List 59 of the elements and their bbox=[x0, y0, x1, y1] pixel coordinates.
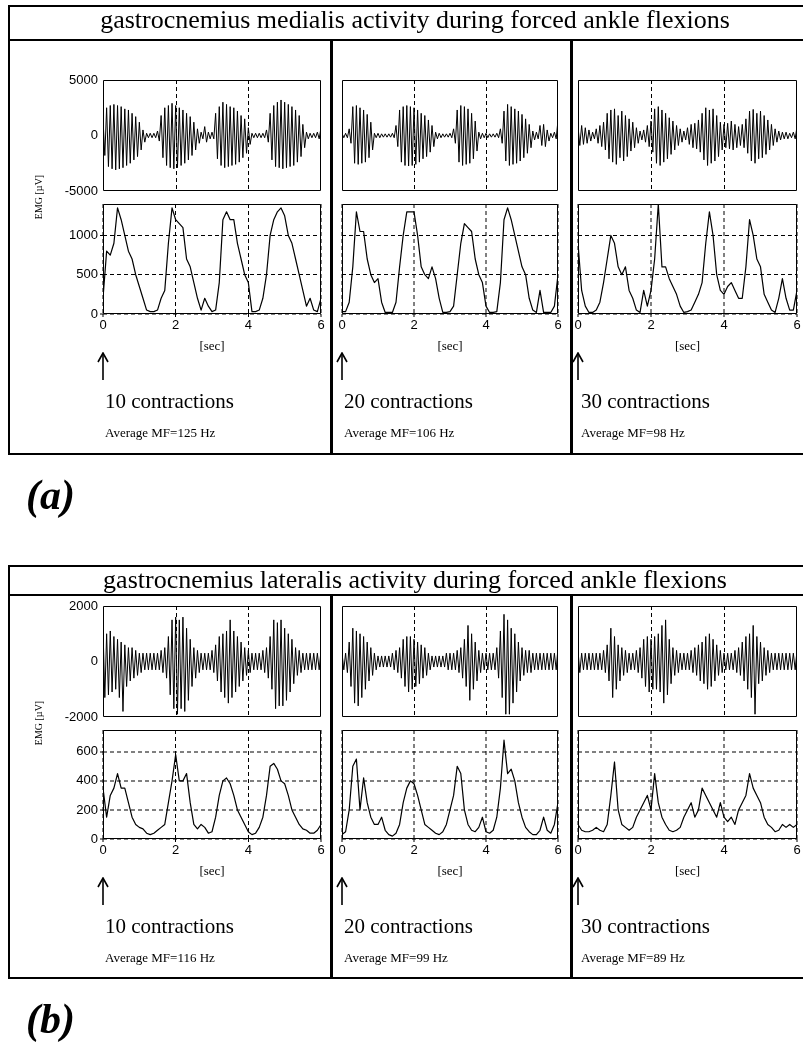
text: Average MF=116 Hz bbox=[105, 950, 215, 966]
text: gastrocnemius lateralis activity during forced ankle flexions bbox=[102, 565, 728, 594]
y-tick-label: 600 bbox=[76, 743, 98, 759]
x-tick-label: 2 bbox=[410, 842, 418, 858]
text: 10 contractions bbox=[105, 914, 234, 939]
x-tick-label: 6 bbox=[317, 842, 325, 858]
text: Average MF=98 Hz bbox=[581, 425, 685, 441]
x-tick-label: 0 bbox=[338, 317, 346, 333]
x-tick-label: 4 bbox=[482, 842, 490, 858]
text: 30 contractions bbox=[581, 914, 710, 939]
x-tick-label: 4 bbox=[244, 842, 252, 858]
y-tick-label: 200 bbox=[76, 801, 98, 817]
x-tick-label: 2 bbox=[410, 317, 418, 333]
text: 30 contractions bbox=[581, 389, 710, 414]
x-tick-label: 4 bbox=[720, 842, 728, 858]
x-tick-label: 2 bbox=[647, 842, 655, 858]
text: Average MF=125 Hz bbox=[105, 425, 216, 441]
x-axis-title: [sec] bbox=[437, 862, 463, 878]
text: (a) bbox=[26, 472, 75, 519]
text: Average MF=106 Hz bbox=[344, 425, 455, 441]
y-axis-title: EMG [µV] bbox=[32, 700, 44, 745]
x-tick-label: 6 bbox=[554, 842, 562, 858]
y-tick-label: -5000 bbox=[64, 182, 98, 198]
x-tick-label: 4 bbox=[244, 317, 252, 333]
y-tick-label: 0 bbox=[90, 305, 98, 321]
x-axis-title: [sec] bbox=[674, 337, 701, 353]
x-axis-title: [sec] bbox=[199, 862, 225, 878]
x-tick-label: 6 bbox=[793, 317, 801, 333]
x-tick-label: 6 bbox=[554, 317, 562, 333]
y-axis-title: EMG [µV] bbox=[32, 174, 44, 220]
x-tick-label: 2 bbox=[647, 317, 655, 333]
x-tick-label: 4 bbox=[720, 317, 728, 333]
text: Average MF=99 Hz bbox=[344, 950, 448, 966]
x-tick-label: 6 bbox=[317, 317, 325, 333]
text: gastrocnemius medialis activity during forced ankle flexions bbox=[99, 5, 731, 34]
x-tick-label: 4 bbox=[482, 317, 490, 333]
text: Average MF=89 Hz bbox=[581, 950, 685, 966]
y-tick-label: 1000 bbox=[69, 227, 98, 243]
text: 20 contractions bbox=[344, 389, 473, 414]
y-tick-label: 0 bbox=[90, 127, 98, 143]
x-tick-label: 0 bbox=[338, 842, 346, 858]
y-tick-label: 2000 bbox=[69, 597, 98, 613]
x-tick-label: 0 bbox=[574, 842, 582, 858]
text: (b) bbox=[26, 996, 75, 1043]
x-axis-title: [sec] bbox=[674, 862, 701, 878]
y-tick-label: 0 bbox=[90, 830, 98, 846]
x-tick-label: 2 bbox=[172, 317, 180, 333]
y-tick-label: 0 bbox=[90, 653, 98, 669]
y-tick-label: 400 bbox=[76, 772, 98, 788]
x-tick-label: 2 bbox=[172, 842, 180, 858]
text: 20 contractions bbox=[344, 914, 473, 939]
y-tick-label: -2000 bbox=[64, 708, 98, 724]
x-axis-title: [sec] bbox=[437, 337, 463, 353]
y-tick-label: 5000 bbox=[69, 71, 98, 87]
x-axis-title: [sec] bbox=[199, 337, 225, 353]
y-tick-label: 500 bbox=[76, 266, 98, 282]
x-tick-label: 6 bbox=[793, 842, 801, 858]
x-tick-label: 0 bbox=[574, 317, 582, 333]
text: 10 contractions bbox=[105, 389, 234, 414]
